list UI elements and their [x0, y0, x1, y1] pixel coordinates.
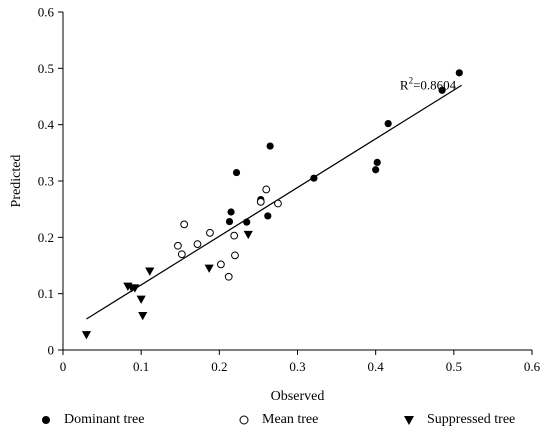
point-mean-tree [230, 231, 239, 240]
y-tick-label: 0.3 [38, 174, 54, 189]
legend-label-dominant: Dominant tree [64, 412, 145, 427]
r2-superscript: 2 [409, 76, 414, 86]
y-tick-label: 0.6 [38, 5, 55, 20]
point-dominant-tree [310, 174, 318, 182]
point-dominant-tree [372, 166, 380, 174]
y-axis-label: Predicted [9, 155, 24, 208]
point-suppressed-tree [145, 267, 155, 276]
point-suppressed-tree [130, 284, 140, 293]
point-suppressed-tree [138, 311, 148, 321]
point-mean-tree [193, 240, 202, 248]
point-dominant-tree [373, 158, 381, 167]
point-dominant-tree [243, 218, 251, 226]
y-tick-label: 0.1 [38, 286, 54, 301]
filled-circle-icon [42, 416, 50, 424]
point-dominant-tree [232, 168, 241, 177]
x-axis-label: Observed [271, 389, 325, 404]
point-dominant-tree [438, 86, 446, 94]
open-circle-icon [239, 415, 249, 425]
r-squared-annotation: R2=0.8604 [400, 76, 457, 93]
point-mean-tree [216, 260, 225, 269]
y-tick-label: 0.2 [38, 230, 54, 245]
point-mean-tree [180, 220, 189, 229]
point-suppressed-tree [243, 230, 253, 240]
point-suppressed-tree [136, 295, 146, 304]
point-mean-tree [174, 241, 182, 250]
point-dominant-tree [264, 212, 272, 220]
point-mean-tree [206, 228, 214, 237]
y-tick-label: 0.5 [38, 61, 54, 76]
point-dominant-tree [227, 208, 235, 216]
y-tick-label: 0 [48, 343, 55, 358]
data-points [81, 69, 463, 340]
r2-value: =0.8604 [413, 78, 457, 93]
point-mean-tree [256, 197, 265, 206]
ticks: 0 0.1 0.2 0.3 0.4 0.5 0.6 0 0.1 0.2 0.3 0.4 0.5 0.6 [38, 5, 541, 375]
x-tick-label: 0.4 [368, 359, 385, 374]
triangle-down-icon [404, 416, 414, 425]
scatter-chart: 0 0.1 0.2 0.3 0.4 0.5 0.6 0 0.1 0.2 0.3 0.4 0.5 0.6 R… [9, 5, 541, 405]
point-mean-tree [224, 272, 233, 281]
point-suppressed-tree [204, 264, 214, 273]
x-tick-label: 0.1 [133, 359, 149, 374]
point-mean-tree [262, 185, 271, 194]
point-mean-tree [274, 199, 282, 208]
legend-label-mean: Mean tree [262, 412, 319, 427]
regression-line [86, 84, 462, 320]
point-dominant-tree [266, 142, 274, 150]
legend-item-dominant: Dominant tree [40, 412, 144, 428]
x-tick-label: 0.2 [211, 359, 227, 374]
y-tick-label: 0.4 [38, 117, 55, 132]
r2-prefix: R [400, 78, 409, 93]
legend: Dominant tree Mean tree Suppressed tree [0, 412, 550, 436]
point-mean-tree [177, 250, 186, 259]
point-suppressed-tree [81, 331, 92, 340]
point-dominant-tree [225, 217, 234, 226]
legend-item-mean: Mean tree [238, 412, 318, 428]
legend-label-suppressed: Suppressed tree [427, 412, 516, 427]
point-dominant-tree [455, 69, 463, 77]
x-tick-label: 0 [60, 359, 67, 374]
point-mean-tree [231, 251, 239, 260]
x-tick-label: 0.3 [289, 359, 305, 374]
x-tick-label: 0.5 [446, 359, 462, 374]
axes [62, 12, 532, 351]
x-tick-label: 0.6 [524, 359, 541, 374]
legend-item-suppressed: Suppressed tree [403, 412, 515, 428]
point-dominant-tree [384, 119, 392, 128]
